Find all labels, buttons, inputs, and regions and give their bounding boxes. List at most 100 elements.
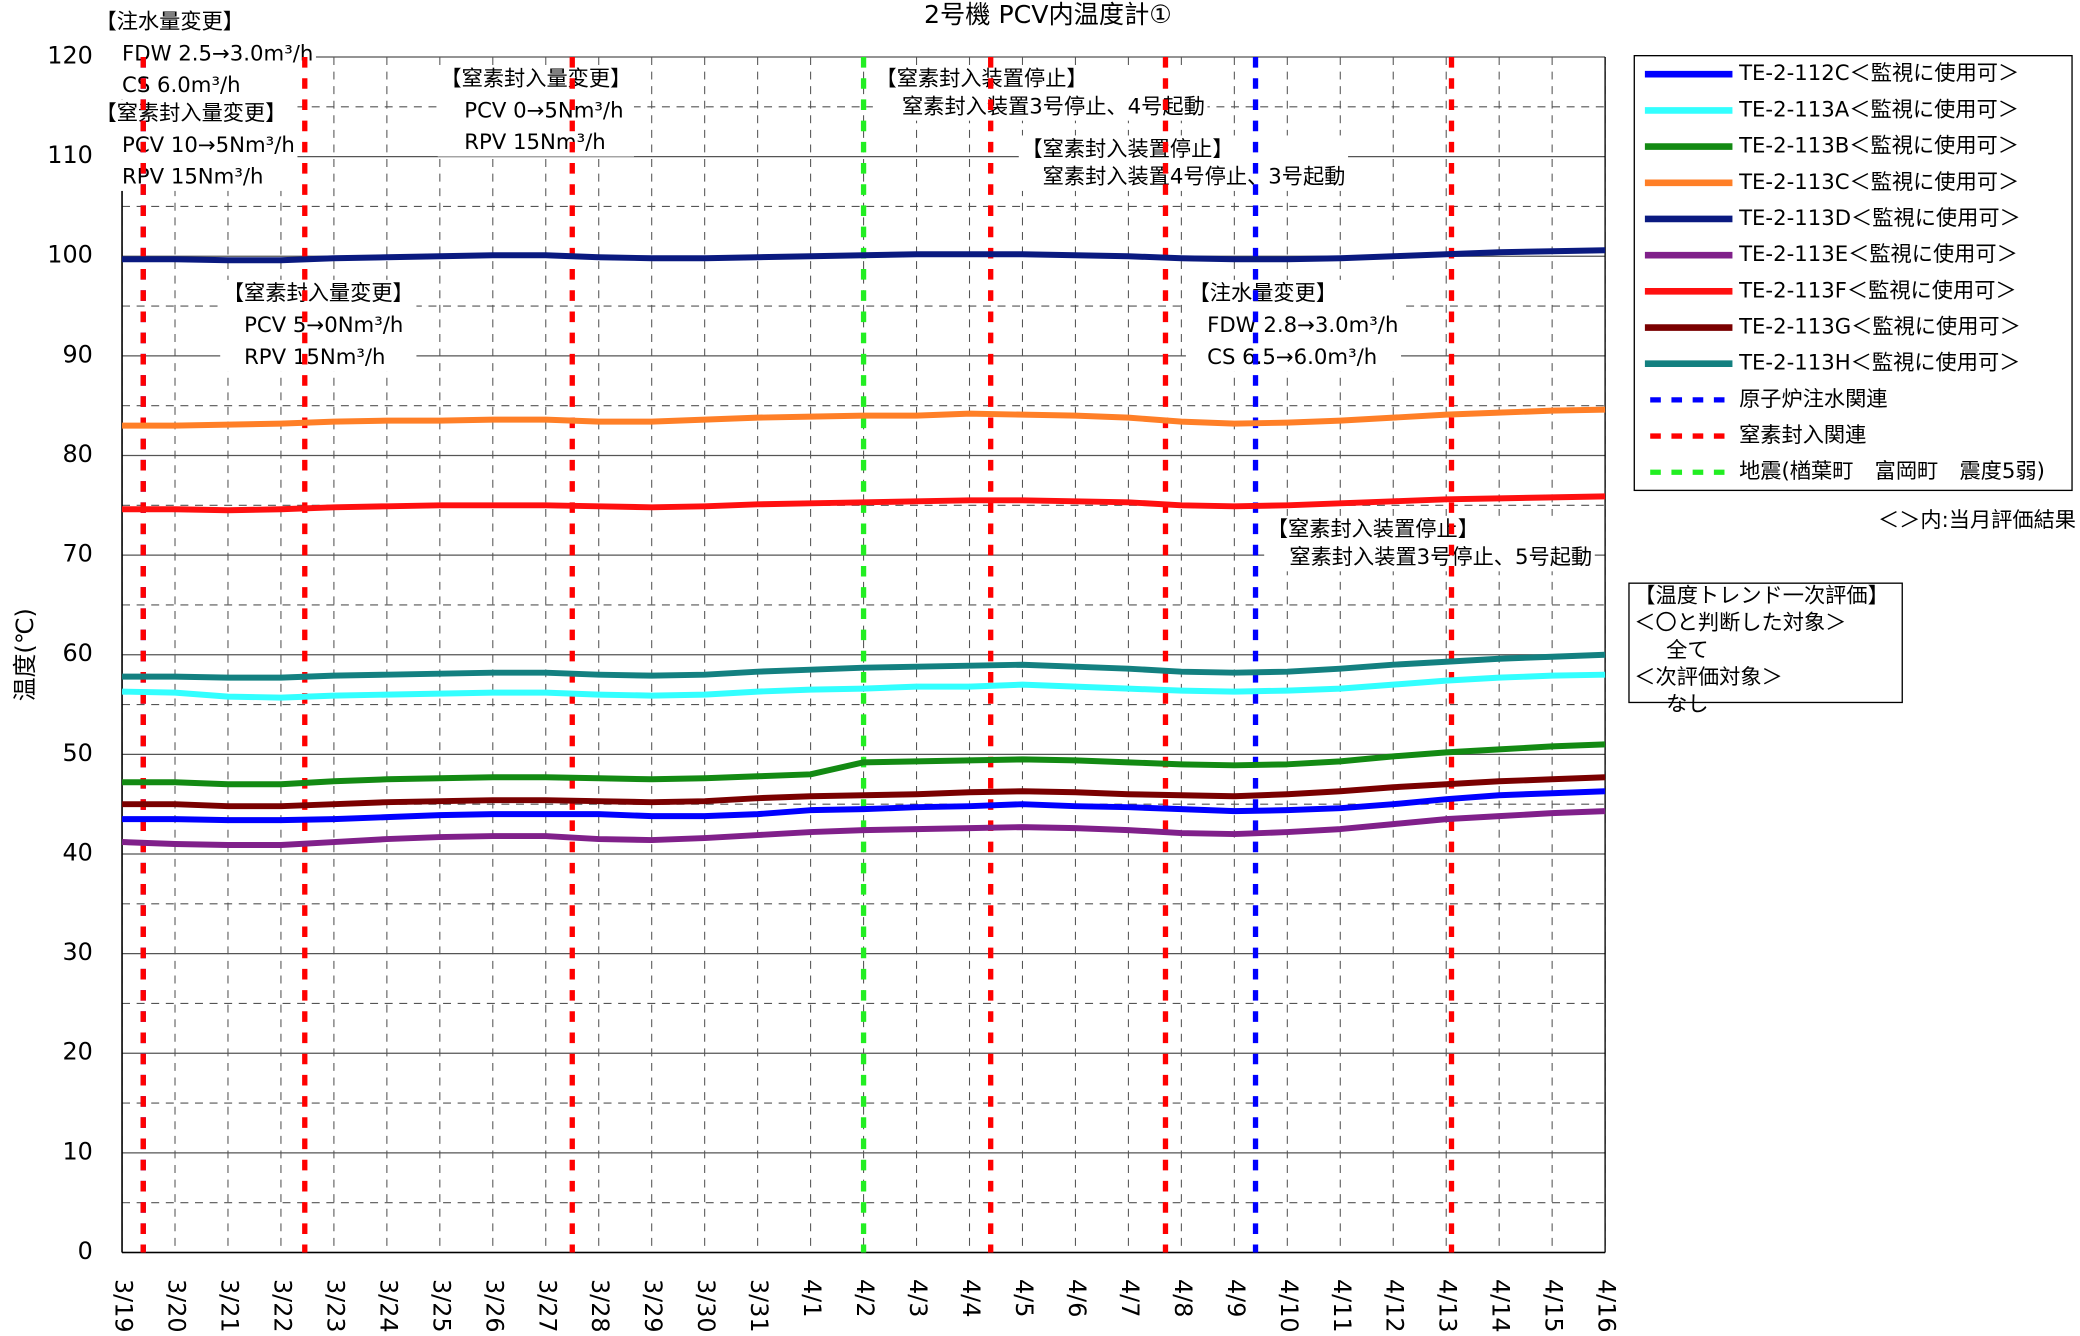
annotation-bg: [1264, 515, 1595, 572]
y-tick-label: 90: [62, 340, 92, 368]
annotation-text: 【窒素封入量変更】: [96, 101, 287, 126]
annotation-bg: [872, 65, 1208, 121]
y-tick-label: 100: [47, 241, 93, 269]
series-line: [122, 406, 1606, 429]
evaluation-text: ＜〇と判断した対象＞: [1634, 611, 1846, 636]
y-tick-label: 10: [62, 1137, 92, 1165]
series-line: [121, 808, 1606, 849]
series-line: [122, 493, 1606, 514]
x-tick-label: 4/12: [1381, 1279, 1409, 1333]
annotation: 【窒素封入量変更】 PCV 5→0Nm³/h RPV 15Nm³/h: [220, 279, 417, 372]
y-tick-label: 120: [47, 41, 93, 69]
evaluation-text: 【温度トレンド一次評価】: [1634, 583, 1889, 608]
x-tick-label: 4/5: [1010, 1279, 1038, 1317]
x-tick-label: 3/21: [215, 1279, 243, 1333]
evaluation-box: [1628, 582, 1903, 704]
x-tick-label: 3/27: [533, 1279, 561, 1333]
annotation-text: CS 6.0m³/h: [122, 73, 241, 98]
annotation-bg: [220, 279, 417, 372]
evaluation-text: ＜次評価対象＞: [1634, 665, 1782, 690]
annotation-bg: [1018, 135, 1349, 191]
series-line: [121, 671, 1606, 701]
x-tick-label: 4/16: [1593, 1279, 1621, 1333]
annotation-text: 【窒素封入量変更】: [440, 67, 631, 92]
legend-label: 窒素封入関連: [1739, 423, 1866, 448]
annotation-text: 窒素封入装置4号停止、3号起動: [1043, 165, 1346, 190]
legend-label: 原子炉注水関連: [1739, 387, 1887, 412]
x-tick-label: 3/30: [692, 1279, 720, 1333]
x-tick-label: 3/20: [163, 1279, 191, 1333]
x-tick-label: 4/2: [851, 1279, 879, 1317]
x-tick-label: 3/26: [480, 1279, 508, 1333]
x-tick-label: 4/3: [904, 1279, 932, 1317]
legend-label: TE-2-113E＜監視に使用可＞: [1738, 242, 2018, 267]
x-tick-label: 4/15: [1540, 1279, 1568, 1333]
x-tick-label: 4/14: [1487, 1279, 1515, 1333]
y-tick-label: 110: [47, 141, 93, 169]
series-line: [122, 247, 1606, 264]
y-tick-label: 80: [62, 440, 92, 468]
legend-label: TE-2-113B＜監視に使用可＞: [1738, 134, 2019, 159]
y-tick-label: 20: [62, 1038, 92, 1066]
legend-label: 地震(楢葉町 富岡町 震度5弱): [1739, 459, 2045, 484]
x-tick-label: 4/8: [1169, 1279, 1197, 1317]
annotation-text: RPV 15Nm³/h: [244, 345, 385, 370]
y-tick-label: 70: [62, 540, 92, 568]
series-line: [122, 741, 1606, 788]
annotation-text: 窒素封入装置3号停止、5号起動: [1289, 545, 1592, 570]
annotation-text: PCV 10→5Nm³/h: [122, 133, 295, 158]
series-line: [122, 774, 1606, 810]
legend-box: [1633, 55, 2073, 492]
x-tick-label: 4/7: [1116, 1279, 1144, 1317]
y-tick-label: 50: [62, 739, 92, 767]
legend-label: TE-2-112C＜監視に使用可＞: [1738, 61, 2019, 86]
x-tick-label: 3/31: [745, 1279, 773, 1333]
annotation-text: 【窒素封入量変更】: [223, 281, 414, 306]
annotation-bg: [1185, 279, 1402, 372]
series-line: [122, 651, 1606, 681]
annotation-text: PCV 0→5Nm³/h: [464, 98, 623, 123]
annotation-bg: [437, 65, 634, 157]
annotation: 【窒素封入装置停止】窒素封入装置3号停止、4号起動: [872, 65, 1208, 121]
series-line: [122, 788, 1606, 824]
annotation: 【注水量変更】 FDW 2.8→3.0m³/h CS 6.5→6.0m³/h: [1185, 279, 1402, 372]
x-tick-label: 4/11: [1328, 1279, 1356, 1333]
annotation-text: FDW 2.8→3.0m³/h: [1207, 313, 1398, 338]
x-tick-label: 4/13: [1434, 1279, 1462, 1333]
annotation-text: 【注水量変更】: [96, 10, 244, 35]
legend-label: TE-2-113C＜監視に使用可＞: [1738, 170, 2019, 195]
x-tick-label: 3/19: [110, 1279, 138, 1333]
legend-label: TE-2-113F＜監視に使用可＞: [1738, 278, 2017, 303]
y-tick-label: 60: [62, 639, 92, 667]
annotation-text: 【窒素封入装置停止】: [1267, 517, 1479, 542]
x-tick-label: 3/24: [374, 1279, 402, 1333]
annotation: 【注水量変更】 FDW 2.5→3.0m³/h CS 6.0m³/h: [92, 8, 316, 100]
annotation: 【窒素封入装置停止】窒素封入装置4号停止、3号起動: [1018, 135, 1349, 191]
x-tick-label: 3/23: [321, 1279, 349, 1333]
x-tick-label: 4/4: [957, 1279, 985, 1317]
evaluation-text: 全て: [1666, 638, 1708, 663]
annotation-text: PCV 5→0Nm³/h: [244, 313, 403, 338]
legend-label: TE-2-113A＜監視に使用可＞: [1738, 97, 2019, 122]
annotation-text: RPV 15Nm³/h: [464, 130, 605, 155]
y-tick-label: 0: [78, 1237, 93, 1265]
chart-title: 2号機 PCV内温度計①: [924, 0, 1172, 29]
annotation-text: FDW 2.5→3.0m³/h: [122, 41, 313, 66]
annotation-text: 【注水量変更】: [1189, 281, 1337, 306]
x-tick-label: 4/10: [1275, 1279, 1303, 1333]
x-tick-label: 4/9: [1222, 1279, 1250, 1317]
y-tick-label: 40: [62, 839, 92, 867]
x-tick-label: 3/28: [586, 1279, 614, 1333]
annotation-text: 【窒素封入装置停止】: [876, 67, 1088, 92]
evaluation-text: なし: [1666, 692, 1708, 717]
x-tick-label: 3/22: [268, 1279, 296, 1333]
annotation-text: CS 6.5→6.0m³/h: [1207, 345, 1377, 370]
x-tick-label: 3/29: [639, 1279, 667, 1333]
y-axis-label: 温度(℃): [11, 608, 39, 701]
annotation: 【窒素封入装置停止】窒素封入装置3号停止、5号起動: [1264, 515, 1595, 572]
annotation-text: 窒素封入装置3号停止、4号起動: [902, 94, 1205, 119]
x-tick-label: 4/6: [1063, 1279, 1091, 1317]
legend-label: TE-2-113G＜監視に使用可＞: [1738, 315, 2021, 340]
